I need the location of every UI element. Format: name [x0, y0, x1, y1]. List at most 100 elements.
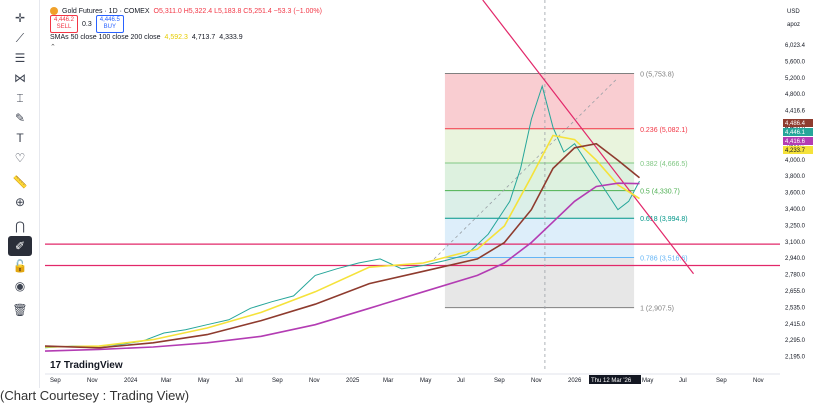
y-tick-label: 5,600.0 [785, 59, 806, 65]
series-line [44, 84, 640, 349]
x-tick-label: May [642, 378, 653, 384]
fib-zone [444, 162, 635, 191]
currency-sub-label: apoz [787, 22, 801, 28]
x-tick-label: Nov [531, 378, 542, 384]
text-icon[interactable]: T [16, 131, 24, 145]
x-tick-label: 2024 [124, 378, 138, 384]
brush-icon[interactable]: ✎ [14, 111, 26, 125]
series-line [44, 182, 640, 352]
ruler-icon[interactable]: 📏 [12, 175, 28, 189]
series-line [44, 142, 641, 349]
fib-level-label: 0.382 (4,666.5) [640, 161, 687, 168]
y-tick-label: 2,780.0 [785, 273, 806, 279]
y-tick-label: 3,100.0 [785, 240, 806, 246]
symbol-title: Gold Futures · 1D · COMEX [62, 7, 150, 15]
heart-icon[interactable]: ♡ [14, 151, 26, 165]
gold-coin-icon [50, 7, 58, 15]
y-tick-label: 2,535.0 [785, 305, 806, 311]
fib-level-label: 0.236 (5,082.1) [640, 127, 687, 134]
x-tick-label: 2026 [568, 378, 582, 384]
fib-diagonal-line [433, 77, 619, 260]
caption: (Chart Courtesey : Trading View) [0, 388, 190, 403]
x-tick-label: Jul [457, 378, 465, 384]
y-tick-label: 3,800.0 [785, 174, 806, 180]
pattern-icon[interactable]: ⋈ [14, 71, 26, 85]
price-tag-label: 4,486.4 [785, 121, 806, 127]
ohlc-values: O5,311.0 H5,322.4 L5,183.8 C5,251.4 −53.… [153, 7, 322, 15]
chart-legend: Gold Futures · 1D · COMEX O5,311.0 H5,32… [50, 6, 322, 52]
y-tick-label: 2,295.0 [785, 338, 806, 344]
crosshair-icon[interactable]: ✛ [14, 11, 26, 25]
price-chart[interactable]: 0 (5,753.8) 0.236 (5,082.1) 0.382 (4,666.5… [0, 0, 824, 388]
sma-100-value: 4,713.7 [191, 33, 216, 41]
y-tick-label: 3,250.0 [785, 223, 806, 229]
fib-level-label: 0 (5,753.8) [640, 71, 674, 78]
price-tag-label: 4,416.6 [785, 139, 806, 145]
x-tick-label: Mar [383, 378, 393, 384]
y-tick-label: 3,600.0 [785, 191, 806, 197]
x-tick-label: Nov [753, 378, 764, 384]
fib-level-label: 0.786 (3,516.6) [640, 256, 687, 263]
x-crosshair-tag [589, 375, 641, 384]
zoom-icon[interactable]: ⊕ [14, 195, 26, 209]
trend-line [482, 0, 695, 275]
fib-zone [444, 128, 635, 163]
eye-icon[interactable]: ◉ [14, 279, 26, 293]
trash-icon[interactable]: 🗑 [12, 303, 28, 317]
sell-button[interactable]: 4,446.2 SELL [50, 15, 79, 33]
x-tick-label: 2025 [346, 378, 360, 384]
y-tick-label: 2,195.0 [785, 355, 806, 361]
price-tag [783, 119, 813, 127]
price-tag-label: 4,446.1 [785, 130, 806, 136]
fib-tool-icon[interactable]: ☰ [14, 51, 26, 65]
x-tick-label: Mar [161, 378, 171, 384]
lock-drawings-icon[interactable]: ✐ [8, 236, 32, 256]
y-tick-label: 2,655.0 [785, 289, 806, 295]
sell-label: SELL [56, 24, 72, 30]
fib-level-label: 0.618 (3,994.8) [640, 216, 687, 223]
price-tag [783, 137, 813, 145]
y-tick-label: 2,415.0 [785, 322, 806, 328]
sell-price: 4,446.2 [54, 17, 75, 23]
y-tick-label: 6,023.4 [785, 43, 806, 49]
series-line [44, 134, 640, 348]
x-tick-label: Jul [679, 378, 687, 384]
x-tick-label: May [420, 378, 431, 384]
lock-icon[interactable]: 🔓 [12, 259, 28, 273]
trendline-icon[interactable]: ⟋ [15, 30, 25, 45]
tv-mark-icon: 17 [50, 360, 62, 371]
buy-price: 4,446.5 [99, 17, 120, 23]
y-tick-label: 2,940.0 [785, 256, 806, 262]
x-tick-label: Sep [716, 378, 727, 384]
y-tick-label: 3,400.0 [785, 207, 806, 213]
fib-level-label: 1 (2,907.5) [640, 306, 674, 313]
drawing-toolbar: ✛ ⟋ ☰ ⋈ ⌶ ✎ T ♡ 📏 ⊕ ⋂ ✐ 🔓 ◉ 🗑 [0, 0, 40, 388]
x-tick-label: Nov [309, 378, 320, 384]
x-tick-label: Nov [87, 378, 98, 384]
x-tick-label: Jul [235, 378, 243, 384]
brand-name: TradingView [63, 360, 123, 371]
magnet-icon[interactable]: ⋂ [15, 219, 25, 233]
y-tick-label: 4,800.0 [785, 92, 806, 98]
sma-50-value: 4,592.3 [164, 33, 188, 41]
price-tag [783, 128, 813, 136]
spread: 0.3 [82, 20, 92, 28]
y-tick-label: 5,200.0 [785, 76, 806, 82]
tradingview-logo: 17 TradingView [50, 360, 123, 371]
buy-label: BUY [103, 24, 116, 30]
fib-level-label: 0.5 (4,330.7) [640, 189, 680, 196]
y-tick-label: 4,000.0 [785, 158, 806, 164]
collapse-chevron-icon[interactable]: ⌃ [50, 44, 56, 51]
x-crosshair-label: Thu 12 Mar '26 [591, 378, 632, 384]
price-tag [783, 146, 813, 154]
fib-zone [444, 218, 635, 258]
sma-label: SMAs 50 close 100 close 200 close [50, 33, 161, 41]
measure-icon[interactable]: ⌶ [16, 90, 24, 105]
currency-label[interactable]: USD [787, 9, 800, 15]
x-tick-label: May [198, 378, 209, 384]
x-tick-label: Sep [50, 378, 61, 384]
sma-200-value: 4,333.9 [219, 33, 243, 41]
buy-button[interactable]: 4,446.5 BUY [95, 15, 124, 33]
y-tick-label: 4,416.6 [785, 109, 806, 115]
x-tick-label: Sep [494, 378, 505, 384]
